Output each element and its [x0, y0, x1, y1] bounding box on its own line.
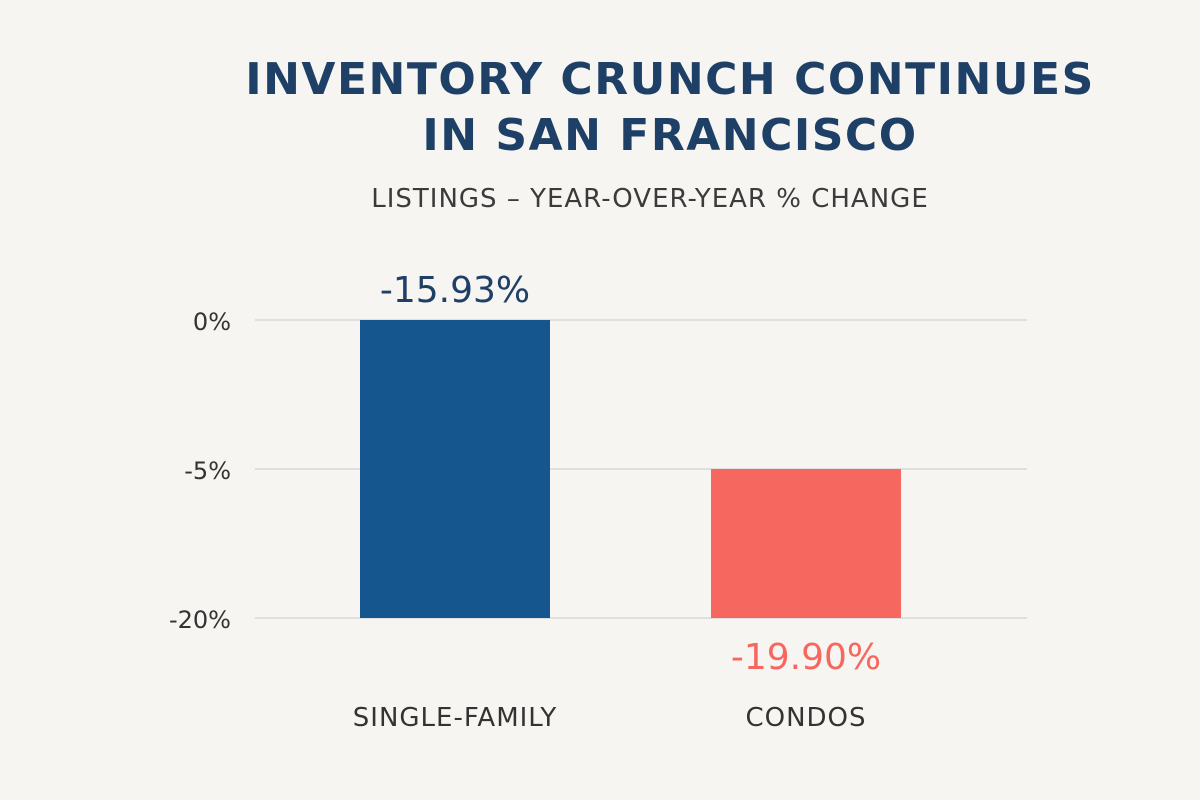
x-category-label: SINGLE-FAMILY [353, 703, 557, 733]
bars [360, 320, 901, 618]
y-tick-label: -5% [184, 457, 231, 485]
labels: 0% -5% -20% -15.93% SINGLE-FAMILY -19.90% COND… [169, 270, 881, 733]
chart-title-line-1: INVENTORY CRUNCH CONTINUES [245, 54, 1095, 105]
y-tick-label: -20% [169, 606, 231, 634]
data-label: -15.93% [380, 270, 530, 311]
y-tick-label: 0% [193, 308, 231, 336]
data-label: -19.90% [731, 637, 881, 678]
chart-title: INVENTORY CRUNCH CONTINUES IN SAN FRANCI… [0, 52, 1200, 164]
chart-title-line-2: IN SAN FRANCISCO [422, 110, 918, 161]
x-category-label: CONDOS [745, 703, 866, 733]
bar-condos [711, 469, 901, 618]
bar-single-family [360, 320, 550, 618]
chart-subtitle: LISTINGS – YEAR-OVER-YEAR % CHANGE [371, 184, 929, 214]
